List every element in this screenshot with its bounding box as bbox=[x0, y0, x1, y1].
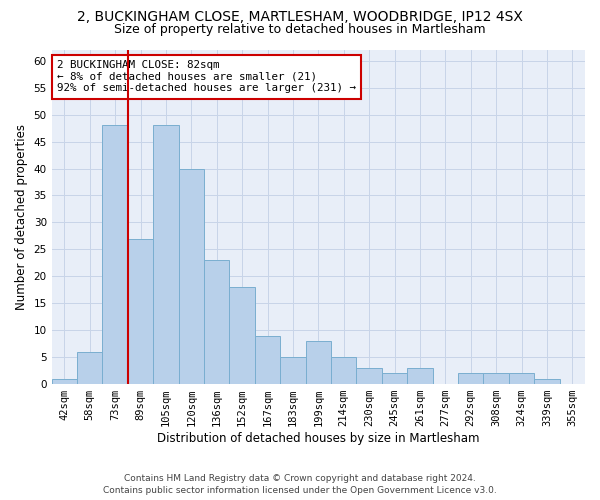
X-axis label: Distribution of detached houses by size in Martlesham: Distribution of detached houses by size … bbox=[157, 432, 479, 445]
Y-axis label: Number of detached properties: Number of detached properties bbox=[15, 124, 28, 310]
Bar bbox=[484, 374, 509, 384]
Text: 2, BUCKINGHAM CLOSE, MARTLESHAM, WOODBRIDGE, IP12 4SX: 2, BUCKINGHAM CLOSE, MARTLESHAM, WOODBRI… bbox=[77, 10, 523, 24]
Bar bbox=[103, 126, 128, 384]
Text: 2 BUCKINGHAM CLOSE: 82sqm
← 8% of detached houses are smaller (21)
92% of semi-d: 2 BUCKINGHAM CLOSE: 82sqm ← 8% of detach… bbox=[57, 60, 356, 93]
Bar bbox=[280, 357, 305, 384]
Bar bbox=[255, 336, 280, 384]
Text: Contains HM Land Registry data © Crown copyright and database right 2024.
Contai: Contains HM Land Registry data © Crown c… bbox=[103, 474, 497, 495]
Bar bbox=[407, 368, 433, 384]
Bar bbox=[128, 238, 153, 384]
Bar bbox=[229, 287, 255, 384]
Bar bbox=[305, 341, 331, 384]
Bar bbox=[356, 368, 382, 384]
Text: Size of property relative to detached houses in Martlesham: Size of property relative to detached ho… bbox=[114, 22, 486, 36]
Bar bbox=[331, 357, 356, 384]
Bar bbox=[153, 126, 179, 384]
Bar bbox=[77, 352, 103, 384]
Bar bbox=[204, 260, 229, 384]
Bar bbox=[382, 374, 407, 384]
Bar bbox=[179, 168, 204, 384]
Bar bbox=[458, 374, 484, 384]
Bar bbox=[52, 378, 77, 384]
Bar bbox=[509, 374, 534, 384]
Bar bbox=[534, 378, 560, 384]
